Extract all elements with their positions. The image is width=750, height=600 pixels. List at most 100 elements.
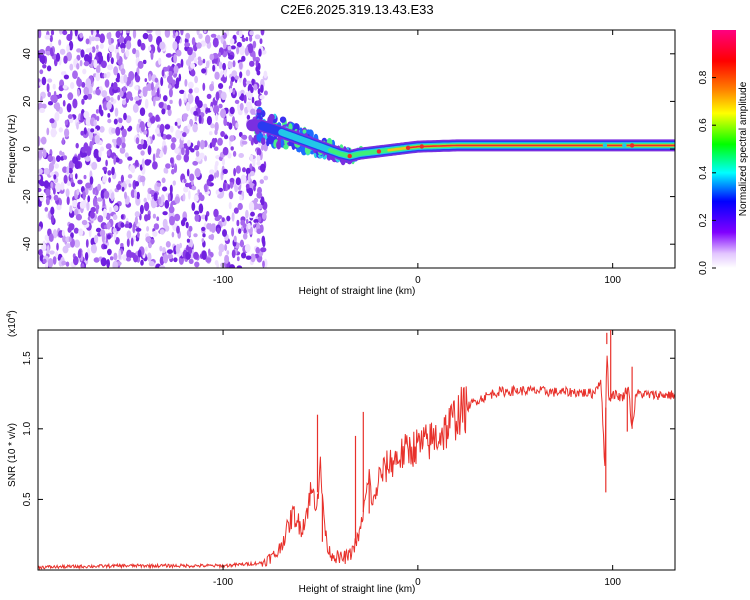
noise-blob xyxy=(110,192,115,202)
noise-blob xyxy=(260,247,267,253)
noise-blob xyxy=(38,49,46,56)
noise-blob xyxy=(188,81,194,89)
noise-blob xyxy=(105,159,108,167)
noise-blob xyxy=(72,156,79,164)
noise-blob xyxy=(95,72,101,82)
noise-blob xyxy=(237,102,240,112)
noise-blob xyxy=(241,252,247,259)
noise-blob xyxy=(110,57,114,65)
noise-blob xyxy=(116,136,122,146)
noise-blob xyxy=(223,117,228,127)
noise-blob xyxy=(95,109,99,114)
noise-blob xyxy=(229,38,235,45)
noise-blob xyxy=(153,223,160,230)
noise-blob xyxy=(137,39,142,47)
noise-blob xyxy=(44,234,49,241)
noise-blob xyxy=(85,239,89,248)
noise-blob xyxy=(251,96,255,104)
noise-blob xyxy=(164,199,170,209)
noise-blob xyxy=(66,196,70,205)
noise-blob xyxy=(217,194,224,199)
noise-blob xyxy=(263,70,268,79)
noise-blob xyxy=(124,223,130,228)
noise-blob xyxy=(260,196,265,206)
noise-blob xyxy=(96,197,103,202)
noise-blob xyxy=(146,30,153,34)
noise-blob xyxy=(40,136,47,145)
noise-blob xyxy=(248,134,253,142)
noise-blob xyxy=(46,83,50,93)
noise-blob xyxy=(83,174,87,180)
noise-blob xyxy=(254,34,261,40)
noise-blob xyxy=(162,218,168,229)
noise-blob xyxy=(107,64,114,71)
noise-blob xyxy=(136,231,140,238)
noise-blob xyxy=(93,257,100,263)
noise-blob xyxy=(183,90,187,101)
noise-blob xyxy=(76,122,79,130)
noise-blob xyxy=(152,213,156,219)
noise-blob xyxy=(250,108,256,115)
noise-blob xyxy=(129,96,134,101)
noise-blob xyxy=(195,150,200,157)
spectrogram-y-axis-label: Frequency (Hz) xyxy=(7,115,18,184)
noise-blob xyxy=(221,217,225,223)
noise-blob xyxy=(86,201,90,211)
noise-blob xyxy=(77,249,82,259)
noise-blob xyxy=(256,228,262,235)
noise-blob xyxy=(198,203,204,214)
noise-blob xyxy=(204,183,208,193)
noise-blob xyxy=(250,86,254,94)
noise-blob xyxy=(81,81,86,88)
noise-blob xyxy=(120,68,126,76)
noise-blob xyxy=(185,221,189,229)
noise-blob xyxy=(164,168,169,174)
noise-blob xyxy=(150,81,154,91)
noise-blob xyxy=(231,227,235,237)
noise-blob xyxy=(64,128,70,138)
noise-blob xyxy=(236,46,240,55)
noise-blob xyxy=(224,254,230,264)
noise-blob xyxy=(106,234,112,240)
noise-blob xyxy=(116,72,120,81)
noise-blob xyxy=(135,196,141,206)
noise-blob xyxy=(201,68,207,74)
noise-blob xyxy=(194,261,200,268)
noise-blob xyxy=(114,107,119,117)
noise-blob xyxy=(148,261,155,267)
snr-y-axis-label: SNR (10 * v/v) xyxy=(7,423,18,487)
noise-blob xyxy=(245,36,249,42)
noise-blob xyxy=(142,59,147,65)
noise-blob xyxy=(198,115,202,124)
noise-blob xyxy=(194,168,201,178)
noise-blob xyxy=(188,246,193,255)
noise-blob xyxy=(109,206,112,214)
noise-blob xyxy=(147,252,152,262)
colorbar-tick-label: 0.8 xyxy=(698,70,709,84)
noise-blob xyxy=(49,250,55,255)
noise-blob xyxy=(242,167,246,173)
noise-blob xyxy=(76,48,82,53)
noise-blob xyxy=(188,225,193,232)
noise-blob xyxy=(99,43,104,49)
noise-blob xyxy=(234,99,240,104)
noise-blob xyxy=(159,229,165,235)
noise-blob xyxy=(111,127,116,134)
noise-blob xyxy=(126,80,130,87)
noise-blob xyxy=(191,185,197,191)
noise-blob xyxy=(193,110,199,116)
noise-blob xyxy=(248,187,254,197)
noise-blob xyxy=(113,205,119,212)
noise-blob xyxy=(263,175,269,181)
noise-blob xyxy=(189,173,195,182)
noise-blob xyxy=(97,215,104,223)
noise-blob xyxy=(159,265,166,268)
noise-blob xyxy=(193,194,199,202)
noise-blob xyxy=(218,187,223,192)
noise-blob xyxy=(143,197,147,203)
noise-blob xyxy=(210,123,215,129)
noise-blob xyxy=(70,182,76,188)
noise-blob xyxy=(125,49,130,58)
noise-blob xyxy=(88,132,93,141)
